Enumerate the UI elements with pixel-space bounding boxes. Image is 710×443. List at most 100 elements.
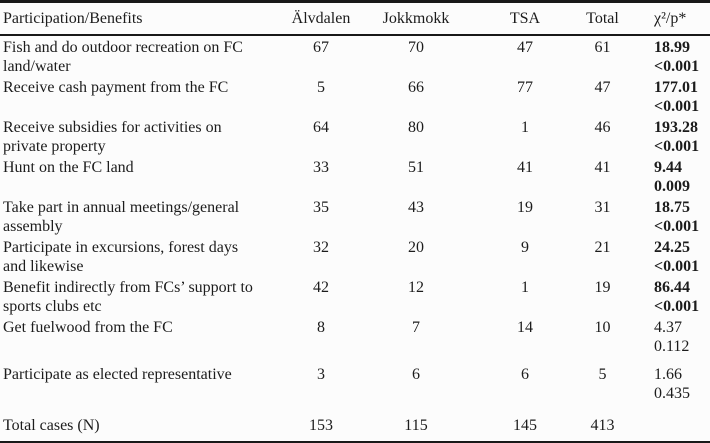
row-label-line2: private property	[3, 138, 106, 155]
col-header-chi-squared-p: χ²/p*	[630, 1, 710, 36]
cell-jokkmokk-value: 20	[357, 236, 475, 276]
table-row: Fish and do outdoor recreation on FC lan…	[0, 35, 710, 76]
total-value: 21	[594, 239, 611, 256]
cell-alvdalen-value: 33	[285, 156, 357, 196]
row-label-line2: and likewise	[3, 258, 84, 275]
cell-chi-squared-p: 18.99 <0.001	[630, 35, 710, 76]
table-row: Participate in excursions, forest days a…	[0, 236, 710, 276]
total-value: 19	[594, 279, 611, 296]
tsa-value: 19	[517, 199, 533, 216]
cell-jokkmokk-value: 51	[357, 156, 475, 196]
row-label-line1: Participate in excursions, forest days	[3, 239, 239, 256]
cell-tsa-value: 41	[475, 156, 575, 196]
row-label-line1: Hunt on the FC land	[3, 159, 134, 176]
row-label-cell: Participate in excursions, forest days a…	[0, 236, 285, 276]
chi-squared-value: 177.01	[654, 79, 698, 96]
table-row: Get fuelwood from the FC 8 7 14 10 4.37 …	[0, 316, 710, 356]
total-cases-chi-empty	[630, 403, 710, 443]
cell-tsa-value: 6	[475, 356, 575, 403]
chi-squared-value: 193.28	[654, 119, 698, 136]
cell-alvdalen-value: 67	[285, 35, 357, 76]
total-value: 31	[594, 199, 611, 216]
jokkmokk-value: 6	[412, 366, 420, 383]
row-label-cell: Receive subsidies for activities on priv…	[0, 116, 285, 156]
chi-squared-value: 18.99	[654, 39, 690, 56]
total-value: 41	[594, 159, 611, 176]
table-row: Receive cash payment from the FC 5 66 77…	[0, 76, 710, 116]
p-value: 0.112	[654, 338, 690, 355]
total-value: 46	[594, 119, 611, 136]
cell-total-value: 41	[575, 156, 630, 196]
tsa-value: 14	[517, 319, 533, 336]
cell-jokkmokk-value: 80	[357, 116, 475, 156]
table-row: Receive subsidies for activities on priv…	[0, 116, 710, 156]
chi-squared-value: 4.37	[654, 319, 682, 336]
table-row: Benefit indirectly from FCs’ support to …	[0, 276, 710, 316]
cell-tsa-value: 47	[475, 35, 575, 76]
cell-tsa-value: 77	[475, 76, 575, 116]
cell-alvdalen-value: 32	[285, 236, 357, 276]
cell-tsa-value: 14	[475, 316, 575, 356]
row-label-line2	[3, 97, 285, 116]
jokkmokk-value: 66	[408, 79, 424, 96]
tsa-value: 47	[517, 39, 533, 56]
jokkmokk-value: 7	[412, 319, 420, 336]
table-row: Hunt on the FC land 33 51 41 41 9.44 0.0…	[0, 156, 710, 196]
cell-jokkmokk-value: 12	[357, 276, 475, 316]
cell-chi-squared-p: 18.75 <0.001	[630, 196, 710, 236]
row-label-line2	[3, 337, 285, 356]
total-cases-total: 413	[590, 417, 615, 434]
p-value: <0.001	[654, 138, 700, 155]
alvdalen-value: 32	[313, 239, 329, 256]
cell-alvdalen-value: 35	[285, 196, 357, 236]
alvdalen-value: 64	[313, 119, 329, 136]
col-header-tsa: TSA	[475, 1, 575, 36]
row-label-line1: Take part in annual meetings/general	[3, 199, 240, 216]
chi-squared-value: 24.25	[654, 239, 690, 256]
alvdalen-value: 5	[317, 79, 325, 96]
row-label-line2: sports clubs etc	[3, 298, 102, 315]
cell-total-value: 19	[575, 276, 630, 316]
table-row: Take part in annual meetings/general ass…	[0, 196, 710, 236]
cell-alvdalen-value: 5	[285, 76, 357, 116]
alvdalen-value: 3	[317, 366, 325, 383]
alvdalen-value: 35	[313, 199, 329, 216]
row-label-cell: Benefit indirectly from FCs’ support to …	[0, 276, 285, 316]
row-label-cell: Take part in annual meetings/general ass…	[0, 196, 285, 236]
row-label-line2: assembly	[3, 218, 63, 235]
col-header-participation-benefits: Participation/Benefits	[0, 1, 285, 36]
chi-squared-value: 18.75	[654, 199, 690, 216]
cell-total-value: 61	[575, 35, 630, 76]
tsa-value: 77	[517, 79, 533, 96]
cell-chi-squared-p: 193.28 <0.001	[630, 116, 710, 156]
row-label-line2	[3, 384, 285, 403]
total-value: 10	[594, 319, 611, 336]
jokkmokk-value: 12	[408, 279, 424, 296]
table-row: Participate as elected representative 3 …	[0, 356, 710, 403]
p-value: <0.001	[654, 298, 700, 315]
p-value: <0.001	[654, 258, 700, 275]
total-cases-tsa: 145	[513, 417, 537, 434]
p-value: <0.001	[654, 98, 700, 115]
col-header-jokkmokk: Jokkmokk	[357, 1, 475, 36]
tsa-value: 1	[521, 279, 529, 296]
chi-squared-value: 9.44	[654, 159, 682, 176]
tsa-value: 6	[521, 366, 529, 383]
row-label-line1: Receive cash payment from the FC	[3, 79, 229, 96]
total-value: 5	[598, 366, 607, 383]
jokkmokk-value: 80	[408, 119, 424, 136]
total-cases-label: Total cases (N)	[3, 417, 100, 434]
cell-tsa-value: 19	[475, 196, 575, 236]
col-header-alvdalen: Älvdalen	[285, 1, 357, 36]
alvdalen-value: 67	[313, 39, 329, 56]
row-label-cell: Participate as elected representative	[0, 356, 285, 403]
table-body: Fish and do outdoor recreation on FC lan…	[0, 35, 710, 403]
cell-total-value: 31	[575, 196, 630, 236]
jokkmokk-value: 70	[408, 39, 424, 56]
cell-total-value: 10	[575, 316, 630, 356]
p-value: <0.001	[654, 218, 700, 235]
cell-alvdalen-value: 64	[285, 116, 357, 156]
row-label-cell: Fish and do outdoor recreation on FC lan…	[0, 35, 285, 76]
cell-chi-squared-p: 1.66 0.435	[630, 356, 710, 403]
header-row: Participation/Benefits Älvdalen Jokkmokk…	[0, 1, 710, 36]
